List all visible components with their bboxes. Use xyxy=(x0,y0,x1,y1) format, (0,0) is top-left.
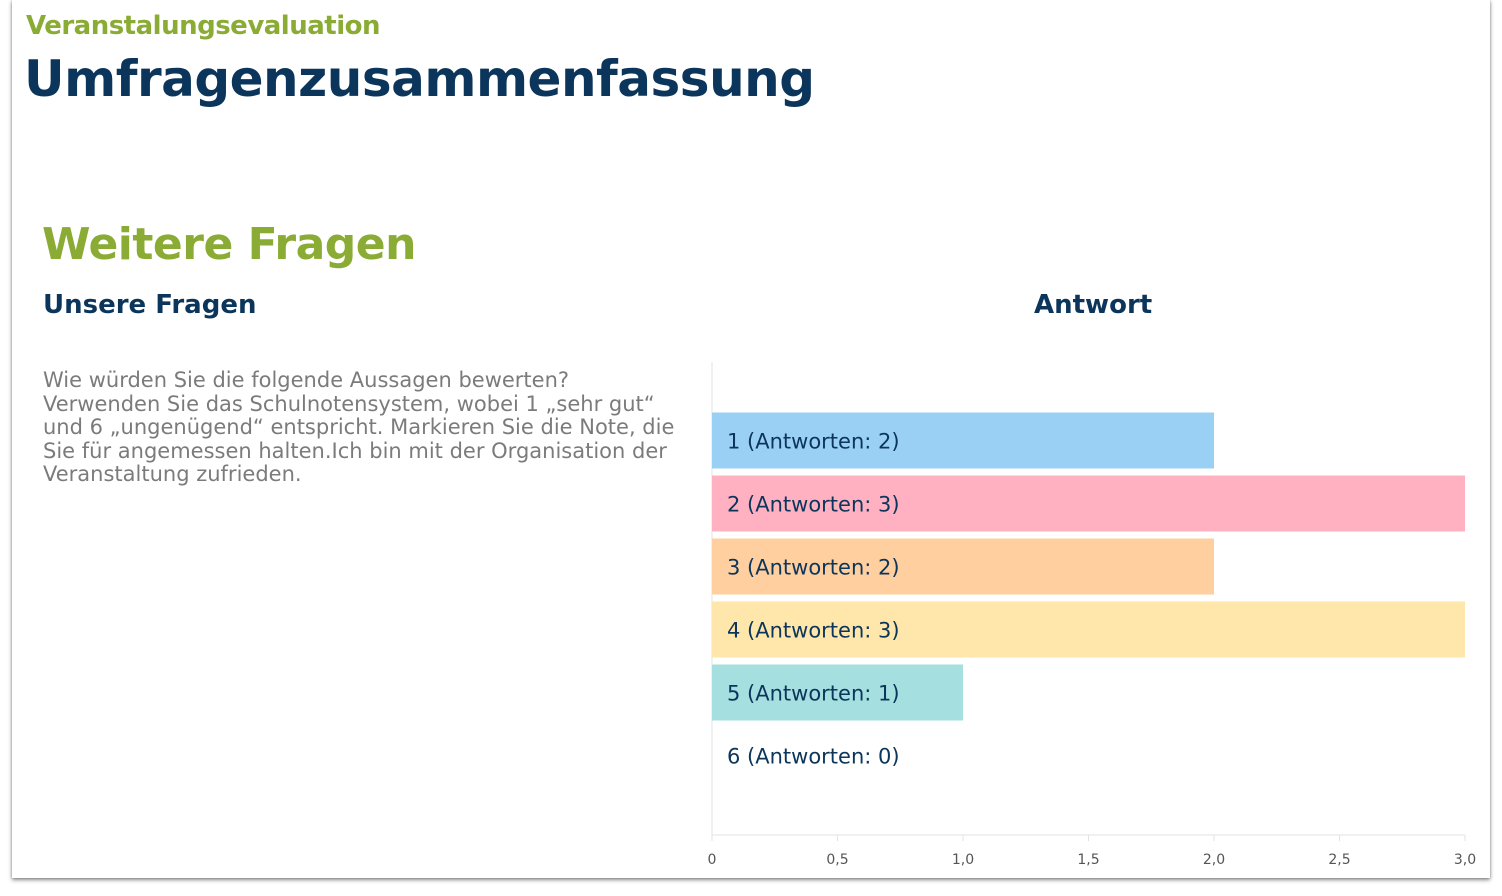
questions-column-heading: Unsere Fragen xyxy=(43,290,257,320)
page-title: Umfragenzusammenfassung xyxy=(24,50,815,108)
x-tick-label-2: 1,0 xyxy=(952,852,974,868)
bar-label-6: 6 (Antworten: 0) xyxy=(727,745,900,769)
bar-5 xyxy=(712,664,963,721)
bar-label-2: 2 (Antworten: 3) xyxy=(727,493,900,517)
x-tick-label-5: 2,5 xyxy=(1328,852,1350,868)
bar-label-5: 5 (Antworten: 1) xyxy=(727,682,900,706)
event-evaluation-label: Veranstalungsevaluation xyxy=(26,11,381,41)
survey-card: Veranstalungsevaluation Umfragenzusammen… xyxy=(12,0,1490,878)
bar-4 xyxy=(712,601,1465,658)
x-tick-label-4: 2,0 xyxy=(1203,852,1225,868)
x-tick-label-1: 0,5 xyxy=(826,852,848,868)
bar-label-1: 1 (Antworten: 2) xyxy=(727,430,900,454)
section-title: Weitere Fragen xyxy=(42,219,416,270)
x-tick-label-0: 0 xyxy=(708,852,717,868)
bar-3 xyxy=(712,538,1214,595)
bar-1 xyxy=(712,412,1214,469)
bar-label-4: 4 (Antworten: 3) xyxy=(727,619,900,643)
x-tick-label-6: 3,0 xyxy=(1454,852,1476,868)
answer-column-heading: Antwort xyxy=(1034,290,1153,320)
bar-label-3: 3 (Antworten: 2) xyxy=(727,556,900,580)
x-tick-label-3: 1,5 xyxy=(1077,852,1099,868)
bar-2 xyxy=(712,475,1465,532)
question-text: Wie würden Sie die folgende Aussagen bew… xyxy=(43,368,675,487)
